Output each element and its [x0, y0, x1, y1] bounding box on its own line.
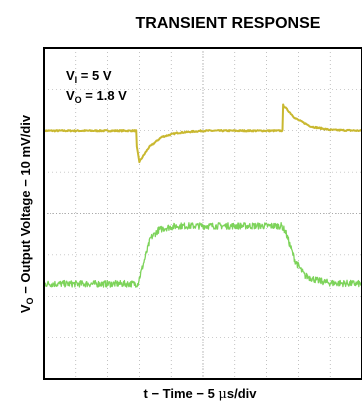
annotation-vi: VI = 5 V [66, 68, 112, 85]
chart-title: TRANSIENT RESPONSE [136, 15, 321, 32]
annotation-vo: VO = 1.8 V [66, 88, 127, 105]
y-axis-label: VO − Output Voltage − 10 mV/div [18, 114, 35, 313]
x-axis-label: t − Time − 5 μs/div [144, 386, 258, 402]
